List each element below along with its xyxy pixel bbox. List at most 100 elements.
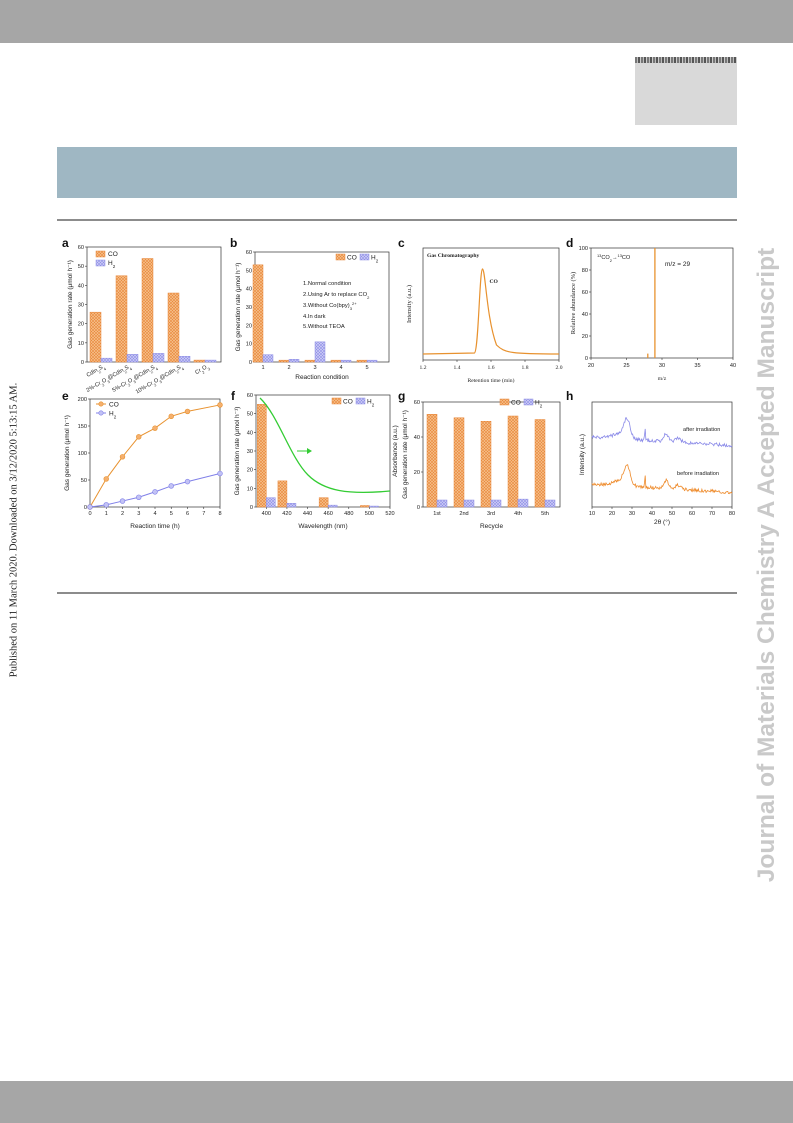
panel-b-bar-h2 [366,359,378,363]
panel-b-note: 1.Normal condition [303,281,351,287]
panel-f-xtick-label: 500 [365,511,374,517]
panel-f-ytick-label: 20 [247,468,253,474]
panel-d-ytick-label: 100 [579,246,588,252]
panel-d-ylabel: Relative abundance (%) [570,272,577,334]
panel-g-bar-h2 [490,499,502,508]
panel-d-ytick-label: 80 [582,268,588,274]
panel-b-bar-h2 [288,359,300,363]
panel-b-ytick-label: 40 [246,287,252,293]
panel-h-xtick-label: 50 [669,511,675,517]
panel-f-xtick-label: 480 [344,511,353,517]
panel-b-xtick-label: 3 [313,365,316,371]
panel-e-xlabel: Reaction time (h) [130,523,180,530]
panel-e-point-co [217,402,223,408]
panel-h-frame [591,401,733,508]
panel-g-bar-co [426,414,438,508]
panel-g-legend-co-swatch [499,398,510,406]
panel-a-bar-co [141,258,154,363]
panel-g-legend-co-label: CO [511,400,521,407]
panel-e-point-co [103,476,109,482]
panel-h-xtick-label: 30 [629,511,635,517]
panel-g-xtick-label: 4th [514,511,522,517]
panel-f-xtick-label: 460 [323,511,332,517]
panel-a-bar-h2 [152,353,165,363]
panel-e-point-h2 [184,478,191,485]
panel-b-ytick-label: 50 [246,268,252,274]
panel-f-frame [255,394,391,508]
panel-g-xtick-label: 2nd [459,511,468,517]
panel-d-ytick-label: 20 [582,334,588,340]
panel-e-point-h2 [217,470,223,477]
panel-f-ytick-label: 60 [247,393,253,399]
footer-bar [0,1081,793,1123]
panel-e-legend-h2-marker [98,410,104,416]
panel-e-point-co [184,408,191,415]
panel-f-ytick-label: 40 [247,430,253,436]
panel-f-bar-h2 [266,497,276,508]
panel-a-ytick-label: 20 [78,322,84,328]
panel-g-bar-h2 [436,499,448,508]
panel-h-xtick-label: 10 [589,511,595,517]
panel-c-xtick-label: 1.4 [454,365,461,371]
panel-c-title: Gas Chromatography [427,253,479,259]
panel-f-legend-co-swatch [331,397,342,405]
panel-f-legend-h2-swatch [355,397,366,405]
panel-d-xtick-label: 35 [694,363,700,369]
panel-g-ytick-label: 60 [414,400,420,406]
panel-c-xtick-label: 2.0 [556,365,563,371]
panel-label-a: a [62,236,69,250]
panel-c-peak-label: CO [490,279,499,285]
panel-e-xtick-label: 5 [170,511,173,517]
panel-g-bar-co [507,415,519,508]
panel-g-xtick-label: 5th [541,511,549,517]
panel-label-e: e [62,389,69,403]
panel-label-c: c [398,236,405,250]
panel-e-xtick-label: 4 [153,511,156,517]
panel-label-b: b [230,236,237,250]
panel-b-note: 2.Using Ar to replace CO2 [303,292,370,300]
panel-d-xtick-label: 30 [659,363,665,369]
panel-b-bar-co [252,264,264,363]
panel-b-ytick-label: 10 [246,342,252,348]
panel-g-xtick-label: 1st [433,511,441,517]
panel-h-xtick-label: 70 [709,511,715,517]
top-divider [57,219,737,221]
panel-b-legend-co-swatch [335,253,346,261]
panel-e-ytick-label: 0 [84,505,87,511]
panel-c-xtick-label: 1.6 [488,365,495,371]
panel-e-point-co [136,434,142,440]
panel-f-xtick-label: 520 [385,511,394,517]
panel-a-category-label: Cr2O3 [194,364,210,378]
panel-h-xtick-label: 40 [649,511,655,517]
logo-barcode-strip [635,57,737,63]
panel-g-xlabel: Recycle [480,523,504,530]
panel-f-ytick-label: 30 [247,449,253,455]
panel-a-category-label: 10%-Cr2O3@CdIn2S4 [135,363,186,397]
panel-h-xlabel: 2θ (°) [654,518,670,526]
panel-g-bar-h2 [544,499,556,508]
panel-b-legend-h2-label: H2 [371,255,379,264]
panel-f-ylabel: Gas generation rate (μmol h⁻¹) [234,407,241,496]
panel-label-f: f [231,389,236,403]
panel-b-note: 5.Without TEOA [303,324,345,330]
panel-b-ylabel: Gas generation rate (μmol h⁻¹) [235,263,242,352]
panel-e-point-h2 [103,502,109,508]
panel-label-g: g [398,389,405,403]
panel-e-line-h2 [89,473,221,508]
panel-f-xtick-label: 440 [303,511,312,517]
panel-g-bar-co [534,419,546,508]
panel-f-xtick-label: 420 [282,511,291,517]
panel-b-bar-h2 [340,359,352,363]
panel-a-bar-co [193,359,206,363]
panel-c-ylabel: Intensity (a.u.) [406,285,413,323]
panel-e-point-co [119,454,126,460]
panel-e-xtick-label: 0 [88,511,91,517]
panel-a-ytick-label: 30 [78,303,84,309]
panel-e-point-co [152,425,158,431]
panel-a-ytick-label: 10 [78,341,84,347]
panel-b-note: 3.Without Co(bpy)32+ [303,301,357,311]
panel-b-ytick-label: 60 [246,250,252,256]
panel-b-bar-co [330,359,342,363]
panel-a-ytick-label: 40 [78,283,84,289]
panel-d-xlabel: m/z [658,376,667,382]
